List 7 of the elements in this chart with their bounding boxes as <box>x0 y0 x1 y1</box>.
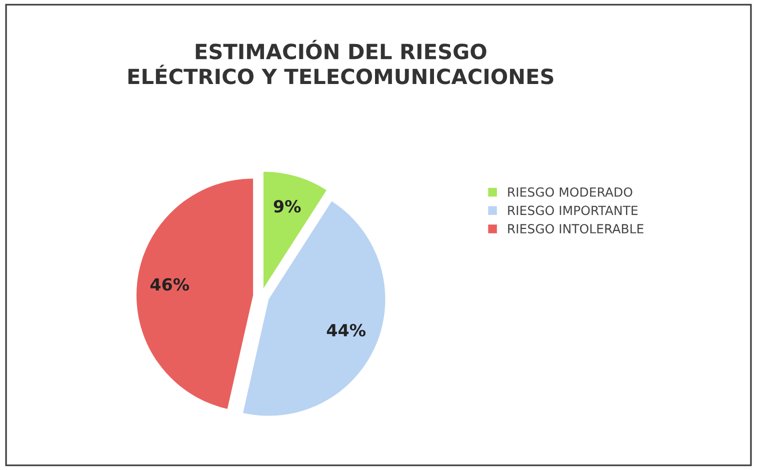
chart-title: ESTIMACIÓN DEL RIESGO ELÉCTRICO Y TELECOMUNICACIONES <box>128 40 554 84</box>
legend-label: RIESGO IMPORTANTE <box>508 206 638 216</box>
data-label: 44% <box>326 324 366 337</box>
legend-label: RIESGO INTOLERABLE <box>508 224 644 234</box>
data-label: 46% <box>150 278 190 291</box>
data-label: 9% <box>274 200 301 213</box>
legend-label: RIESGO MODERADO <box>508 187 632 197</box>
